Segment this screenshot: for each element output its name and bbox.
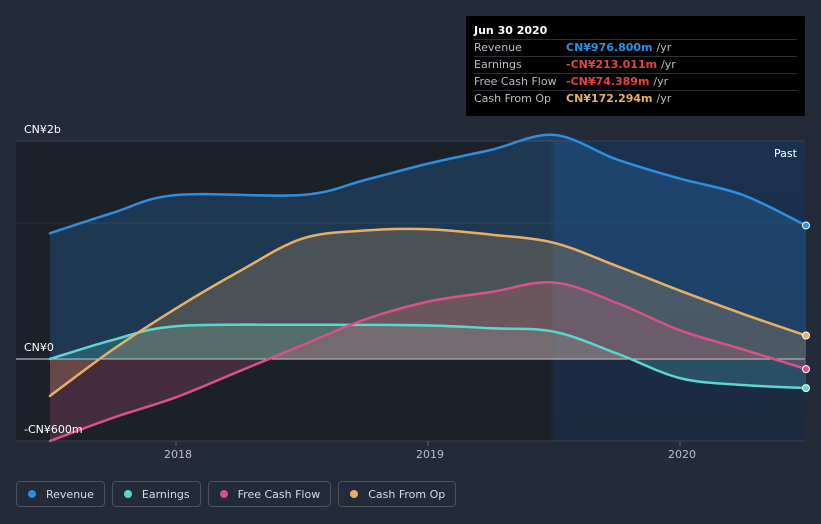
x-tick-label-2019: 2019 <box>416 448 444 461</box>
y-tick-label-zero: CN¥0 <box>24 341 54 354</box>
y-tick-label-top: CN¥2b <box>24 123 61 136</box>
legend-dot <box>28 490 36 498</box>
tooltip-unit: /yr <box>653 75 669 88</box>
tooltip-date: Jun 30 2020 <box>474 23 797 40</box>
free-cash-flow-end-point[interactable] <box>802 365 810 374</box>
legend-label: Revenue <box>46 487 94 501</box>
legend-label: Cash From Op <box>368 487 446 501</box>
earnings-line <box>48 323 808 390</box>
cash-from-op-line <box>48 227 808 398</box>
tooltip-unit: /yr <box>656 92 672 105</box>
legend-label: Earnings <box>141 487 190 501</box>
data-tooltip: Jun 30 2020 Revenue CN¥976.800m /yr Earn… <box>466 16 805 116</box>
earnings-end-point[interactable] <box>802 384 810 393</box>
tooltip-row-free-cash-flow: Free Cash Flow -CN¥74.389m /yr <box>474 74 797 91</box>
free-cash-flow-area <box>50 282 806 441</box>
tooltip-row-earnings: Earnings -CN¥213.011m /yr <box>474 57 797 74</box>
chart-legend: Revenue Earnings Free Cash Flow Cash Fro… <box>16 481 457 507</box>
legend-dot <box>219 490 228 498</box>
legend-dot <box>350 490 359 498</box>
tooltip-label: Cash From Op <box>474 92 552 105</box>
tooltip-value: CN¥172.294m <box>566 92 653 105</box>
free-cash-flow-line <box>48 280 808 443</box>
x-tick-label-2018: 2018 <box>164 448 192 461</box>
earnings-area <box>50 324 806 389</box>
tooltip-value: CN¥976.800m <box>566 41 653 54</box>
tooltip-label: Revenue <box>474 41 522 54</box>
tooltip-label: Free Cash Flow <box>474 75 557 88</box>
shaded-forecast-bg <box>16 141 551 441</box>
legend-item-free-cash-flow[interactable]: Free Cash Flow <box>207 481 332 507</box>
x-tick-label-2020: 2020 <box>668 448 696 461</box>
tooltip-unit: /yr <box>656 41 672 54</box>
tooltip-value: -CN¥74.389m <box>566 75 650 88</box>
legend-item-earnings[interactable]: Earnings <box>111 481 201 507</box>
cash-from-op-end-point[interactable] <box>802 331 810 340</box>
legend-item-revenue[interactable]: Revenue <box>16 481 105 507</box>
revenue-end-point[interactable] <box>802 221 810 230</box>
revenue-line <box>48 133 808 235</box>
tooltip-label: Earnings <box>474 58 522 71</box>
legend-label: Free Cash Flow <box>237 487 321 501</box>
legend-dot <box>123 490 132 498</box>
tooltip-unit: /yr <box>661 58 676 71</box>
tooltip-row-cash-from-op: Cash From Op CN¥172.294m /yr <box>474 91 797 107</box>
past-label: Past <box>774 147 797 160</box>
tooltip-row-revenue: Revenue CN¥976.800m /yr <box>474 40 797 57</box>
legend-item-cash-from-op[interactable]: Cash From Op <box>338 481 457 507</box>
y-tick-label-bottom: -CN¥600m <box>24 423 83 436</box>
tooltip-value: -CN¥213.011m <box>566 58 658 71</box>
